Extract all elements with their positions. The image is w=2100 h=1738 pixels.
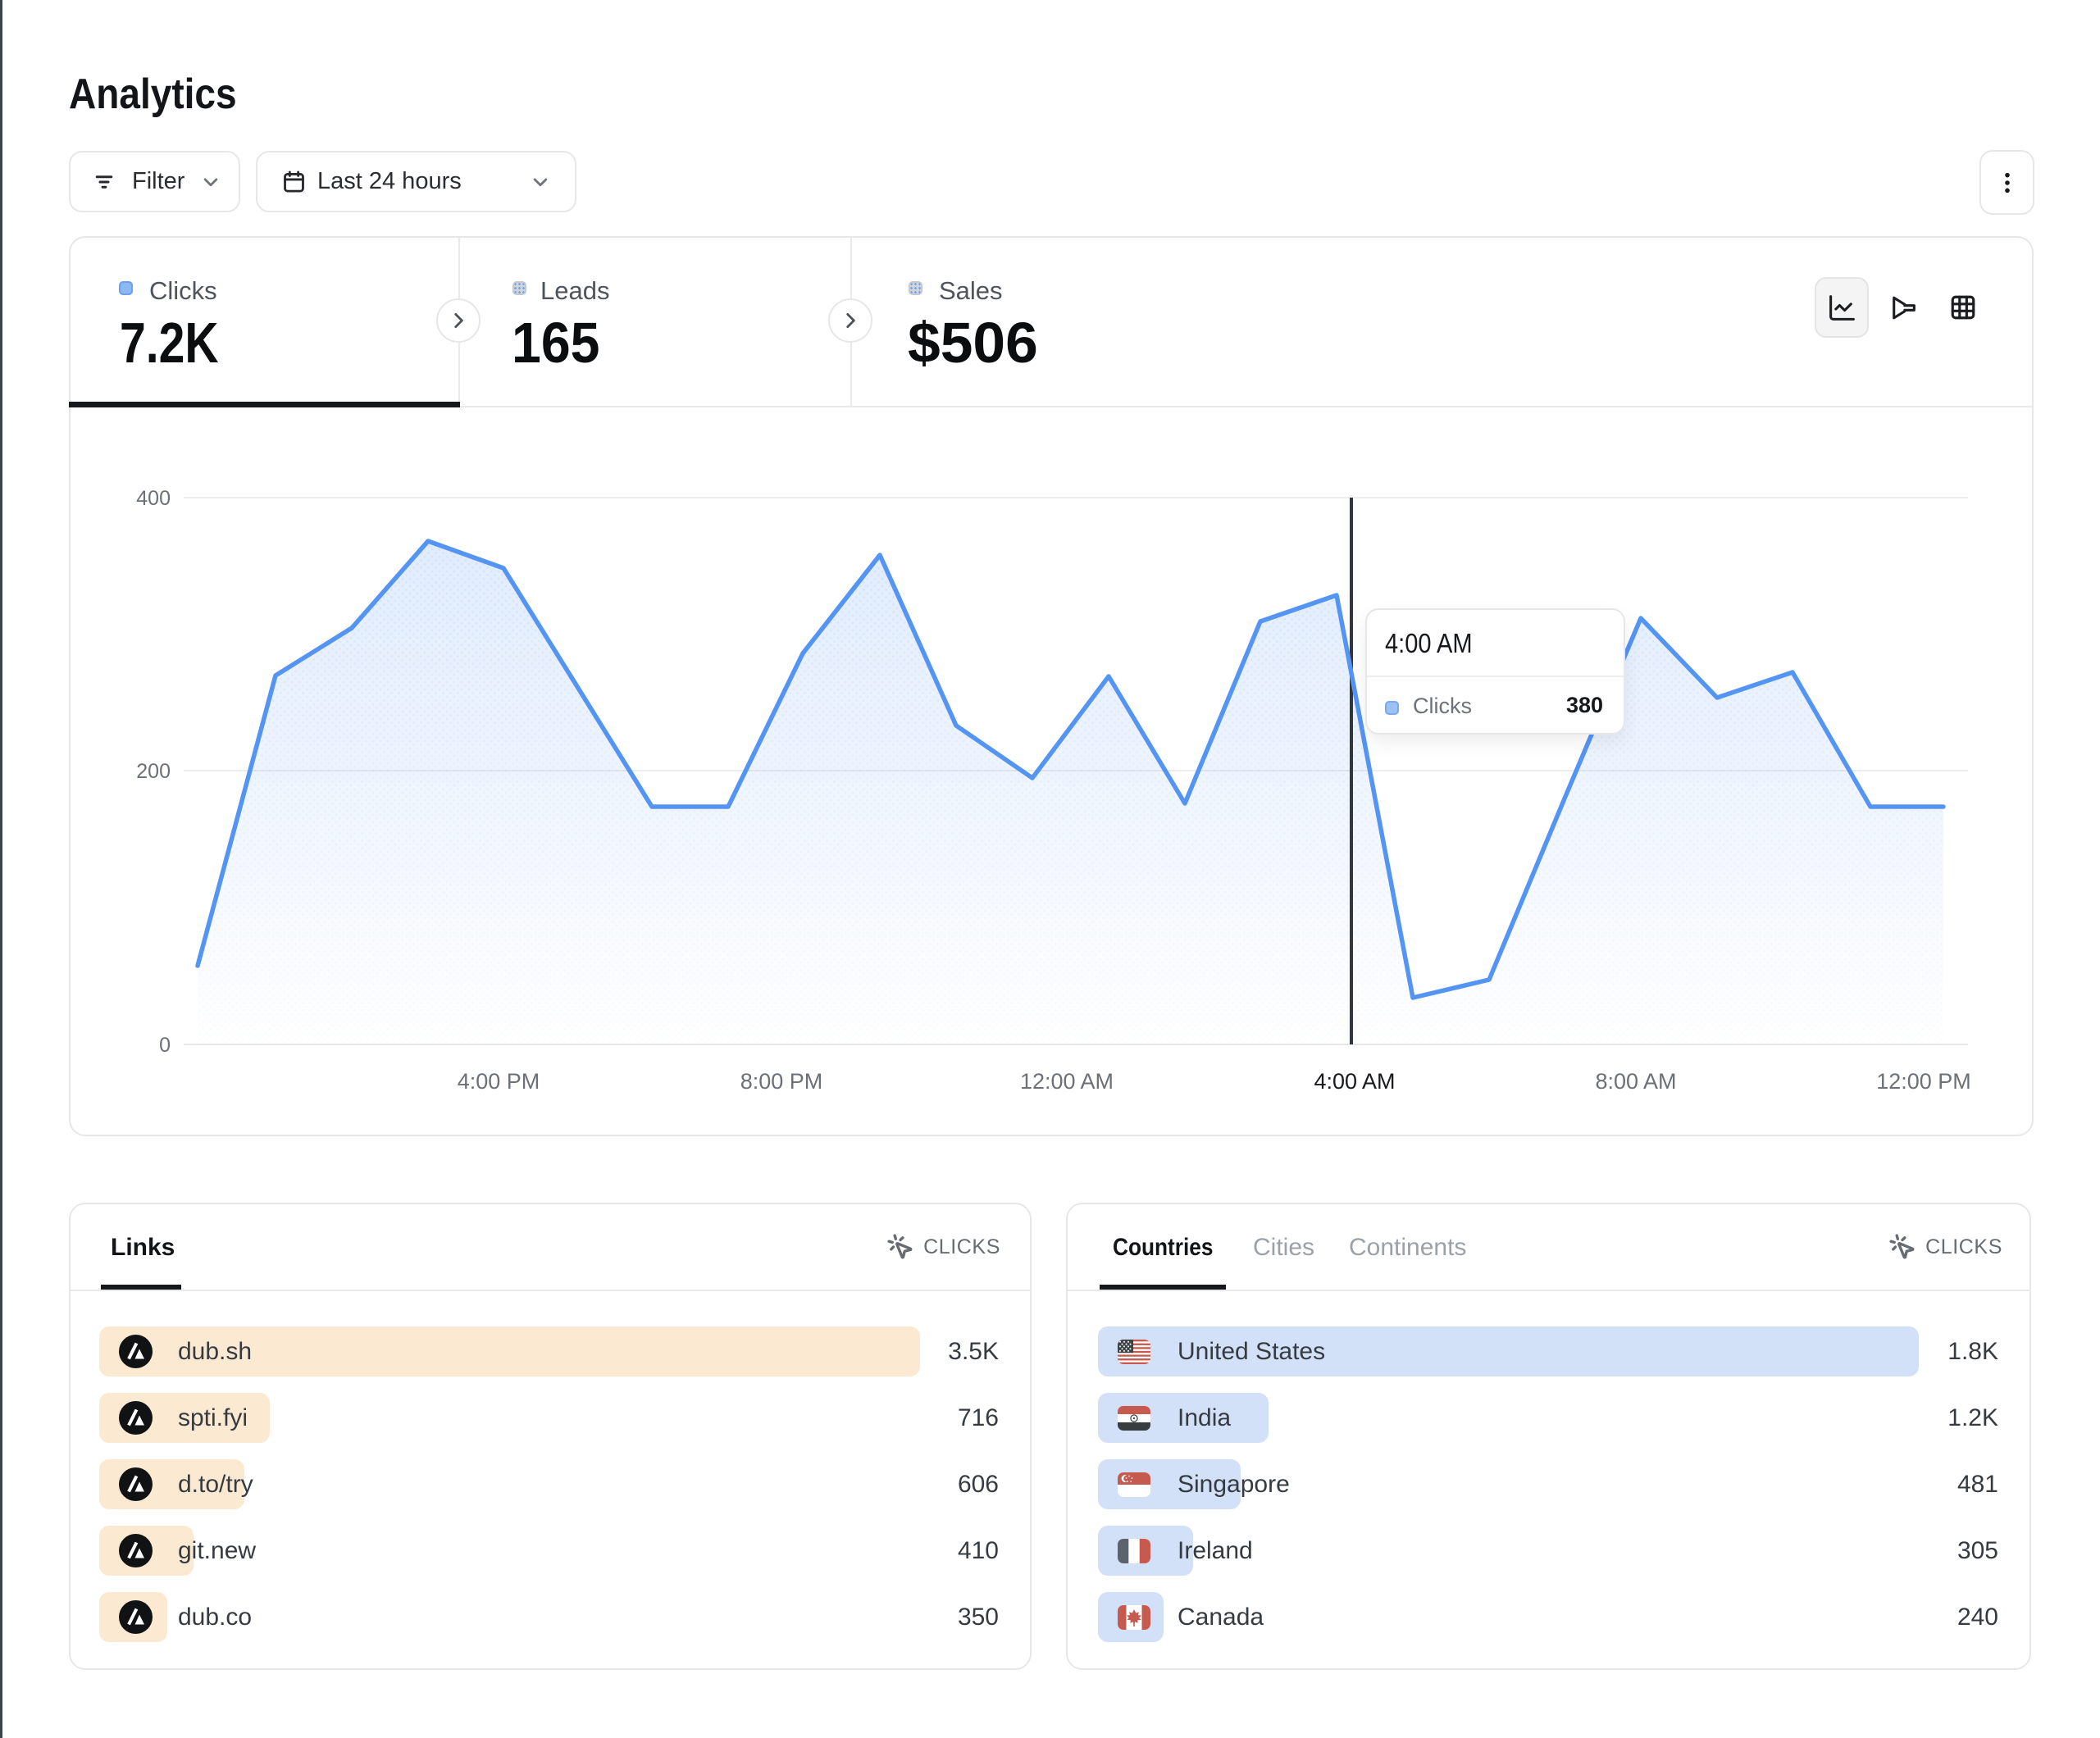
svg-text:0: 0 bbox=[159, 1034, 171, 1057]
svg-text:12:00 AM: 12:00 AM bbox=[1020, 1069, 1114, 1094]
svg-text:8:00 AM: 8:00 AM bbox=[1595, 1069, 1676, 1094]
svg-text:4:00 PM: 4:00 PM bbox=[458, 1069, 540, 1094]
svg-text:4:00 AM: 4:00 AM bbox=[1314, 1069, 1395, 1094]
svg-text:400: 400 bbox=[136, 487, 171, 510]
svg-text:200: 200 bbox=[136, 760, 171, 783]
svg-text:8:00 PM: 8:00 PM bbox=[740, 1069, 823, 1094]
svg-text:12:00 PM: 12:00 PM bbox=[1876, 1069, 1971, 1094]
